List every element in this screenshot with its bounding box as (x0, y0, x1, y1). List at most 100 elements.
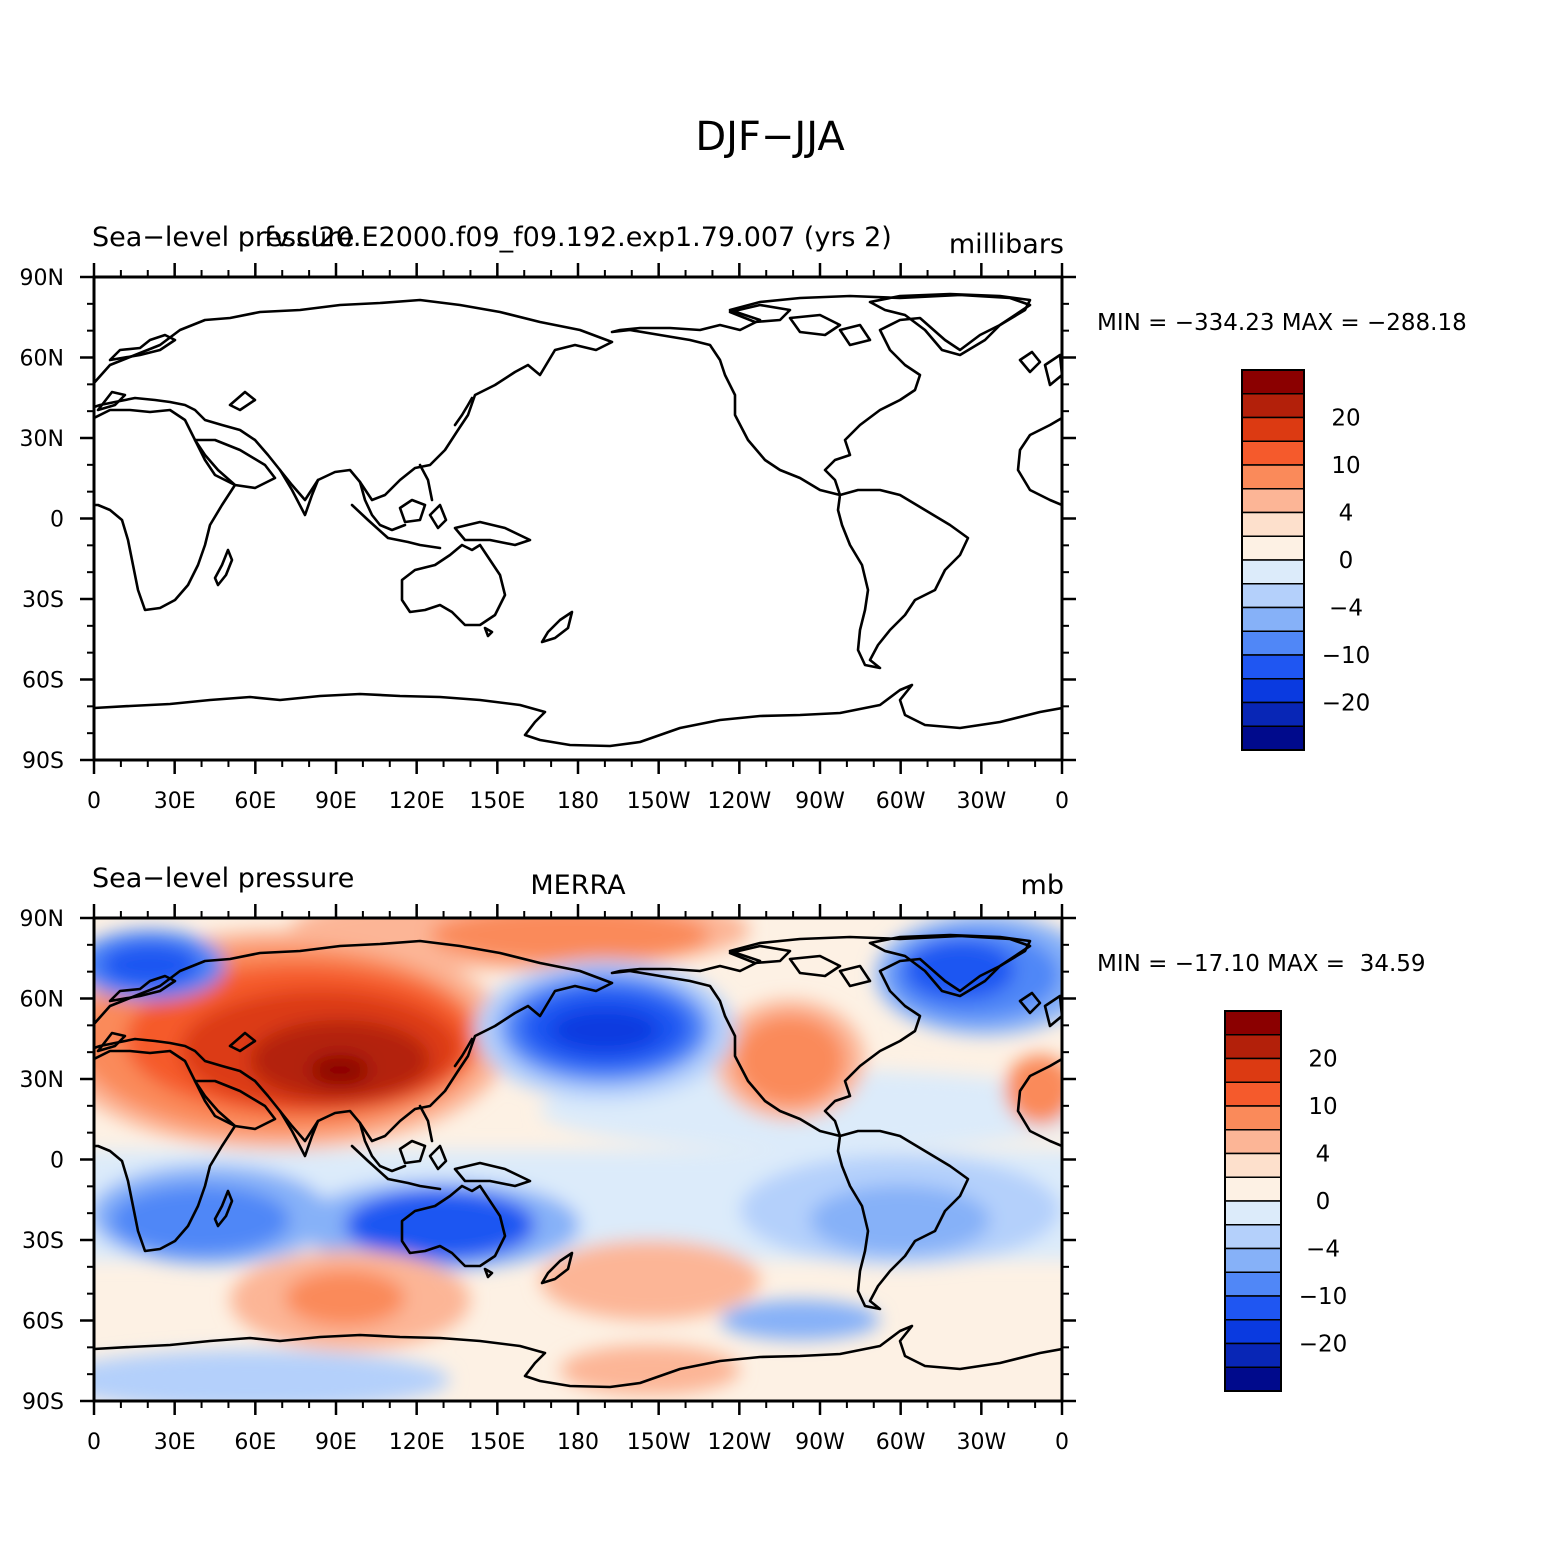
colorbar-swatch (1241, 416, 1305, 442)
lon-tick-label: 60E (234, 789, 276, 814)
colorbar-swatch (1241, 369, 1305, 395)
colorbar-swatch (1241, 583, 1305, 609)
lat-tick-label: 90N (20, 907, 64, 932)
colorbar-swatch (1224, 1319, 1282, 1345)
lat-tick-label: 90S (22, 749, 64, 774)
colorbar-swatch (1241, 511, 1305, 537)
colorbar-swatch (1224, 1200, 1282, 1226)
lat-tick-label: 0 (50, 1149, 64, 1174)
colorbar-swatch (1224, 1129, 1282, 1155)
panel-1-right-title: millibars (949, 229, 1064, 260)
panel-2-colorbar: 20 10 4 0 −4 −10 −20 (1224, 1010, 1348, 1392)
lat-tick-label: 0 (50, 508, 64, 533)
lon-tick-label: 90E (315, 1430, 357, 1455)
lon-tick-label: 150W (627, 1430, 691, 1455)
colorbar-swatch (1224, 1010, 1282, 1036)
lon-tick-label: 150E (469, 789, 525, 814)
colorbar-label: 10 (1331, 453, 1360, 479)
lon-tick-label: 90W (795, 789, 845, 814)
panel-1-left-title: Sea−level pressure (92, 222, 354, 253)
lon-tick-label: 60E (234, 1430, 276, 1455)
colorbar-swatch (1224, 1342, 1282, 1368)
lon-tick-label: 30E (154, 1430, 196, 1455)
colorbar-swatch (1224, 1176, 1282, 1202)
lon-tick-label: 150W (627, 789, 691, 814)
lon-tick-label: 120E (389, 1430, 445, 1455)
lon-tick-label: 30W (956, 1430, 1006, 1455)
colorbar-swatch (1224, 1152, 1282, 1178)
lon-tick-label: 60W (876, 1430, 926, 1455)
panel-1-colorbar: 20 10 4 0 −4 −10 −20 (1241, 369, 1371, 751)
colorbar-label: 20 (1308, 1047, 1337, 1073)
panel-1: Sea−level pressure fv.cl20.E2000.f09_f09… (20, 222, 1467, 814)
panel-1-map-area (94, 277, 1062, 760)
colorbar-label: −10 (1299, 1284, 1348, 1310)
lat-tick-label: 60S (22, 1310, 64, 1335)
panel-1-axis-ticks: 90N 60N 30N 0 30S 60S 90S 0 30E 60E 90E 120E 150E 180… (20, 263, 1076, 814)
lon-tick-label: 120E (389, 789, 445, 814)
panel-2-axis-ticks: 90N 60N 30N 0 30S 60S 90S 0 30E 60E 90E 120E 150E 180… (20, 904, 1076, 1455)
colorbar-swatch (1224, 1034, 1282, 1060)
lon-tick-label: 0 (1055, 789, 1069, 814)
colorbar-label: 0 (1316, 1189, 1331, 1215)
lon-tick-label: 150E (469, 1430, 525, 1455)
colorbar-swatch (1224, 1057, 1282, 1083)
colorbar-swatch (1241, 630, 1305, 656)
colorbar-swatch (1224, 1295, 1282, 1321)
colorbar-label: −10 (1322, 643, 1371, 669)
lon-tick-label: 0 (1055, 1430, 1069, 1455)
colorbar-label: −20 (1299, 1332, 1348, 1358)
lat-tick-label: 30N (20, 1068, 64, 1093)
colorbar-label: −4 (1329, 596, 1363, 622)
lon-tick-label: 0 (87, 1430, 101, 1455)
colorbar-swatch (1241, 559, 1305, 585)
panel-1-stats: MIN = −334.23 MAX = −288.18 (1097, 310, 1467, 336)
panel-2-filled-field (94, 918, 1062, 1401)
colorbar-swatch (1241, 725, 1305, 751)
colorbar-label: 10 (1308, 1094, 1337, 1120)
colorbar-swatch (1224, 1366, 1282, 1392)
colorbar-swatch (1241, 701, 1305, 727)
colorbar-label: −4 (1306, 1237, 1340, 1263)
colorbar-swatch (1241, 464, 1305, 490)
lat-tick-label: 30S (22, 1229, 64, 1254)
colorbar-swatch (1224, 1247, 1282, 1273)
colorbar-swatch (1241, 488, 1305, 514)
lat-tick-label: 90N (20, 266, 64, 291)
colorbar-swatch (1241, 654, 1305, 680)
colorbar-swatch (1224, 1224, 1282, 1250)
colorbar-swatch (1241, 606, 1305, 632)
lat-tick-label: 60N (20, 988, 64, 1013)
colorbar-swatch (1241, 678, 1305, 704)
colorbar-swatch (1241, 440, 1305, 466)
lon-tick-label: 0 (87, 789, 101, 814)
lon-tick-label: 30E (154, 789, 196, 814)
lon-tick-label: 30W (956, 789, 1006, 814)
colorbar-swatch (1241, 535, 1305, 561)
lat-tick-label: 30S (22, 588, 64, 613)
colorbar-swatch (1224, 1271, 1282, 1297)
colorbar-label: 0 (1339, 548, 1354, 574)
colorbar-label: 4 (1316, 1142, 1331, 1168)
colorbar-swatch (1224, 1081, 1282, 1107)
colorbar-label: 20 (1331, 406, 1360, 432)
lat-tick-label: 60N (20, 347, 64, 372)
lon-tick-label: 120W (707, 1430, 771, 1455)
lon-tick-label: 180 (557, 789, 599, 814)
panel-2-right-title: mb (1021, 870, 1064, 901)
lat-tick-label: 90S (22, 1390, 64, 1415)
lon-tick-label: 60W (876, 789, 926, 814)
lat-tick-label: 60S (22, 669, 64, 694)
colorbar-label: −20 (1322, 691, 1371, 717)
lat-tick-label: 30N (20, 427, 64, 452)
colorbar-swatch (1224, 1105, 1282, 1131)
colorbar-swatch (1241, 393, 1305, 419)
panel-2: Sea−level pressure MERRA mb (20, 863, 1426, 1455)
lon-tick-label: 90E (315, 789, 357, 814)
lon-tick-label: 90W (795, 1430, 845, 1455)
lon-tick-label: 120W (707, 789, 771, 814)
panel-2-left-title: Sea−level pressure (92, 863, 354, 894)
colorbar-label: 4 (1339, 501, 1354, 527)
panel-2-center-title: MERRA (530, 870, 626, 901)
